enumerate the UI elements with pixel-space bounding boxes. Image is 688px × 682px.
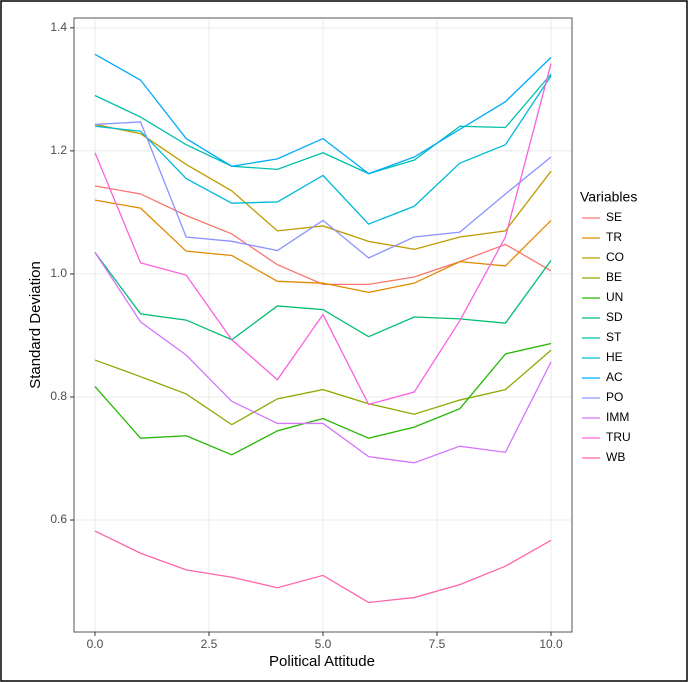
legend-label: CO xyxy=(606,250,624,264)
series-line xyxy=(94,252,552,464)
legend-label: AC xyxy=(606,370,623,384)
x-tick-label: 5.0 xyxy=(315,637,332,651)
legend-label: TRU xyxy=(606,430,631,444)
legend-label: ST xyxy=(606,330,622,344)
lines xyxy=(94,53,552,604)
x-tick-label: 0.0 xyxy=(87,637,104,651)
legend-label: PO xyxy=(606,390,623,404)
series-line xyxy=(94,63,552,406)
legend-label: SE xyxy=(606,210,622,224)
y-tick-label: 0.8 xyxy=(50,389,67,403)
y-tick-label: 1.0 xyxy=(50,266,67,280)
series-line xyxy=(94,349,552,426)
x-tick-label: 7.5 xyxy=(429,637,446,651)
series-line xyxy=(94,199,552,294)
series-line xyxy=(94,342,552,456)
legend-label: HE xyxy=(606,350,623,364)
legend-label: TR xyxy=(606,230,622,244)
x-tick-label: 10.0 xyxy=(539,637,563,651)
series-line xyxy=(94,121,552,259)
legend-title: Variables xyxy=(580,189,637,205)
series-line xyxy=(94,73,552,175)
series-line xyxy=(94,530,552,604)
series-line xyxy=(94,123,552,250)
series-line xyxy=(94,75,552,225)
y-tick-label: 1.2 xyxy=(50,143,67,157)
x-axis-title: Political Attitude xyxy=(269,653,375,670)
legend-label: WB xyxy=(606,450,625,464)
x-tick-label: 2.5 xyxy=(201,637,218,651)
y-tick-label: 1.4 xyxy=(50,20,67,34)
series-line xyxy=(94,53,552,175)
series-line xyxy=(94,185,552,286)
legend-label: SD xyxy=(606,310,623,324)
y-axis-title: Standard Deviation xyxy=(27,261,44,389)
y-tick-label: 0.6 xyxy=(50,512,67,526)
legend-label: IMM xyxy=(606,410,629,424)
legend-label: UN xyxy=(606,290,623,304)
series-line xyxy=(94,252,552,341)
legend-label: BE xyxy=(606,270,622,284)
